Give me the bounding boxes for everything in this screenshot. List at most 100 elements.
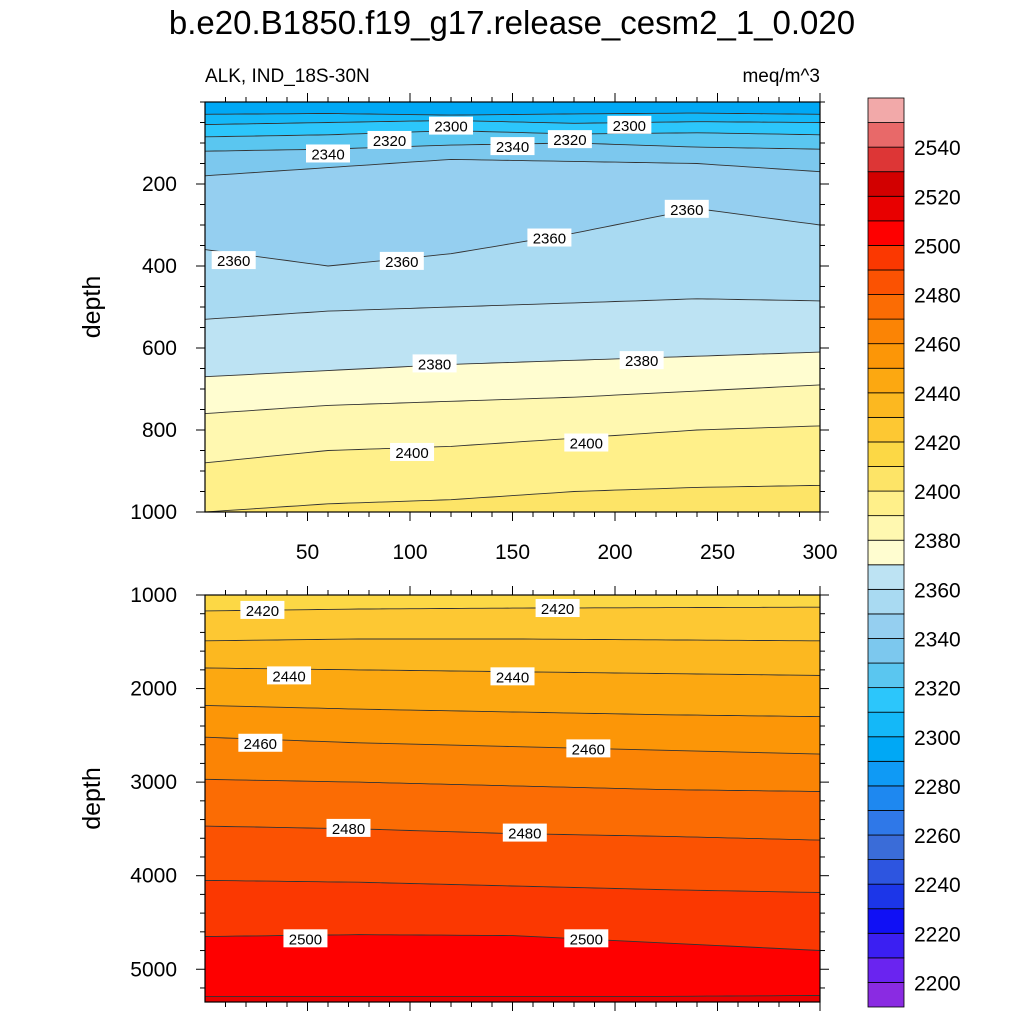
contour-label-text: 2440 xyxy=(272,668,305,685)
contour-line xyxy=(205,384,820,415)
contour-label: 2420 xyxy=(240,600,285,620)
colorbar-swatch xyxy=(867,932,905,959)
contour-label-box xyxy=(267,666,312,685)
colorbar-swatch xyxy=(867,588,905,615)
x-tick-label: 200 xyxy=(597,541,632,564)
colorbar-tick-label: 2540 xyxy=(914,137,961,160)
colorbar-tick-label: 2520 xyxy=(914,186,961,209)
colorbar-tick-label: 2280 xyxy=(914,776,961,799)
colorbar-swatch xyxy=(867,564,905,590)
contour-label-box xyxy=(238,733,283,752)
contour-label: 2360 xyxy=(379,251,424,271)
contour-label-text: 2320 xyxy=(553,132,586,149)
contour-label-box xyxy=(367,130,412,149)
contour-label-text: 2300 xyxy=(613,118,646,135)
contour-label: 2460 xyxy=(238,733,283,753)
contour-label-box xyxy=(390,442,435,461)
x-tick-label: 100 xyxy=(392,541,427,564)
contour-label: 2340 xyxy=(490,137,535,156)
contour-label-text: 2360 xyxy=(385,254,418,271)
colorbar-swatch xyxy=(867,687,905,713)
contour-label: 2380 xyxy=(412,354,457,373)
contour-label-text: 2500 xyxy=(289,931,322,948)
contour-label-text: 2340 xyxy=(311,146,344,163)
contour-label-box xyxy=(566,739,611,758)
y-tick-label: 3000 xyxy=(130,771,177,794)
contour-label-text: 2360 xyxy=(217,253,250,270)
contour-label: 2360 xyxy=(664,199,709,219)
contour-label-text: 2420 xyxy=(541,601,574,618)
contour-line xyxy=(205,425,820,464)
contour-label-text: 2480 xyxy=(332,821,365,838)
contour-label: 2500 xyxy=(564,929,609,948)
upper-panel: 50 100 150 200 250 300 200 400 600 800 1000 depth 23… xyxy=(78,93,838,564)
contour-line xyxy=(205,606,820,612)
contour-line xyxy=(205,158,820,177)
y-tick-label: 400 xyxy=(142,255,177,278)
colorbar-swatch xyxy=(867,195,905,222)
contour-line xyxy=(205,736,820,755)
contour-label: 2320 xyxy=(367,130,412,150)
contour-label-box xyxy=(379,251,424,270)
contour-label-text: 2380 xyxy=(418,356,451,373)
colorbar-tick-label: 2420 xyxy=(914,432,961,455)
colorbar-swatch xyxy=(867,785,905,811)
contour-fill-group xyxy=(205,102,820,512)
y-tick-label: 600 xyxy=(142,337,177,360)
x-tick-label: 150 xyxy=(495,541,530,564)
contour-label: 2460 xyxy=(566,739,611,758)
y-tick-label: 200 xyxy=(142,173,177,196)
contour-label-box xyxy=(564,929,609,948)
contour-fill-group xyxy=(205,595,820,1002)
contour-label: 2400 xyxy=(564,433,609,453)
colorbar-swatch xyxy=(867,146,905,173)
contour-label-text: 2500 xyxy=(570,931,603,948)
contour-label-text: 2440 xyxy=(496,669,529,686)
y-tick-label: 5000 xyxy=(130,958,177,981)
contour-label-box xyxy=(490,667,535,686)
colorbar-swatch xyxy=(867,220,905,246)
contour-label-text: 2340 xyxy=(496,139,529,156)
colorbar-swatch xyxy=(867,294,905,320)
contour-line xyxy=(205,638,820,642)
contour-label-text: 2460 xyxy=(244,736,277,753)
contour-label: 2380 xyxy=(619,351,664,370)
contour-label: 2440 xyxy=(267,666,312,685)
contour-label-text: 2460 xyxy=(572,741,605,758)
contour-label-text: 2360 xyxy=(533,231,566,248)
contour-band xyxy=(205,485,820,512)
contour-label-box xyxy=(412,354,457,373)
contour-label-box xyxy=(240,600,285,619)
colorbar-swatch xyxy=(867,392,905,418)
contour-label-box xyxy=(664,199,709,218)
colorbar-swatch xyxy=(867,466,905,492)
contour-label: 2360 xyxy=(527,228,572,248)
contour-label-box xyxy=(619,351,664,370)
contour-label-box xyxy=(326,818,371,837)
contour-band xyxy=(205,995,820,1002)
colorbar-swatch xyxy=(867,662,905,689)
contour-label: 2440 xyxy=(490,667,535,686)
colorbar-swatch xyxy=(867,613,905,639)
contour-band xyxy=(205,934,820,1002)
y-tick-label: 800 xyxy=(142,419,177,442)
colorbar-tick-label: 2380 xyxy=(914,530,961,553)
contour-label: 2480 xyxy=(326,818,371,838)
contour-label-box xyxy=(535,599,580,618)
contour-line xyxy=(205,704,820,718)
colorbar-swatch xyxy=(867,416,905,443)
contour-label-box xyxy=(564,433,609,452)
colorbar-swatch xyxy=(867,760,905,787)
contour-label-box xyxy=(306,144,350,163)
contour-label: 2480 xyxy=(502,823,547,843)
contour-line xyxy=(205,484,820,512)
contour-line xyxy=(205,112,820,116)
contour-label-box xyxy=(490,137,535,156)
colorbar-swatch xyxy=(867,957,905,983)
contour-label: 2400 xyxy=(390,442,435,462)
y-tick-label: 1000 xyxy=(130,501,177,524)
contour-label-text: 2400 xyxy=(395,445,428,462)
colorbar-tick-label: 2460 xyxy=(914,334,961,357)
colorbar-swatch xyxy=(867,318,905,345)
